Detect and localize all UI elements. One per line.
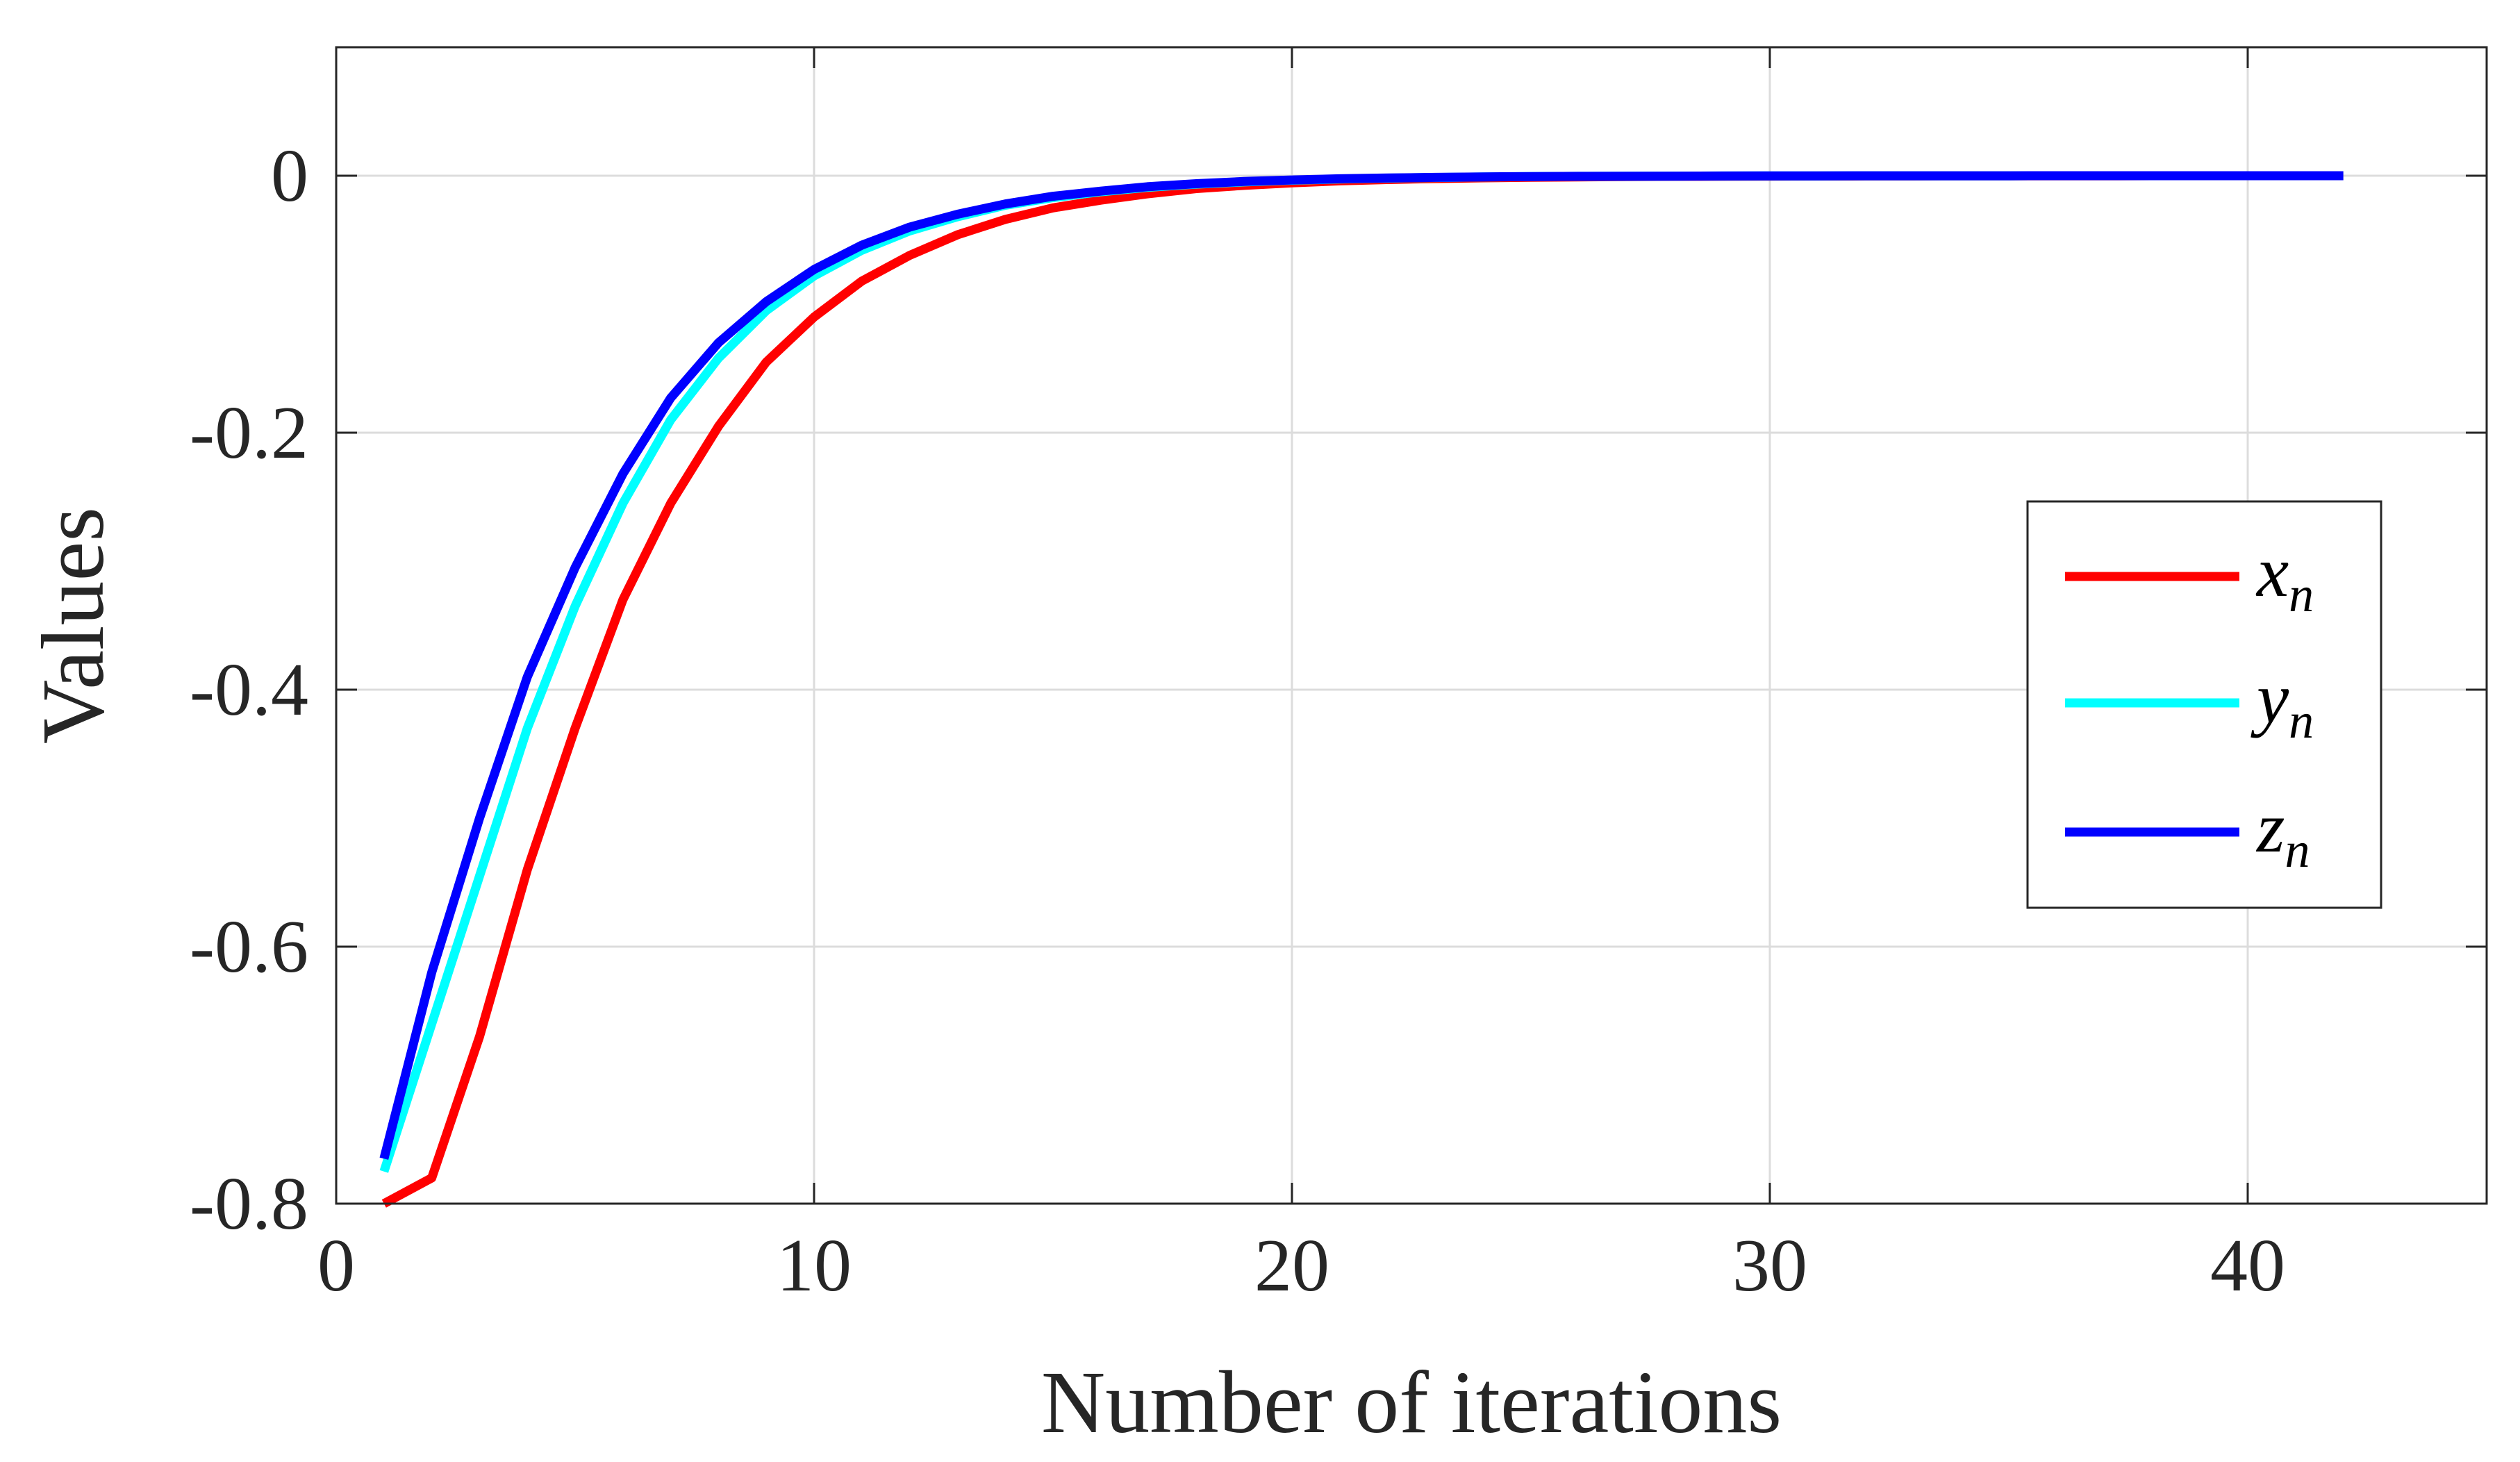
legend-label-zn: zn [2255,788,2310,878]
y-tick-labels: -0.8 -0.6 -0.4 -0.2 0 [190,135,308,1245]
series-line-zn [379,171,2344,1160]
y-tick-label: -0.2 [190,392,308,474]
series-lines [379,171,2344,1208]
legend: xn yn zn [2026,500,2382,909]
x-tick-label: 30 [1732,1224,1807,1307]
x-tick-labels: 0 10 20 30 40 [317,1224,2285,1307]
x-tick-label: 20 [1254,1224,1329,1307]
x-tick-label: 0 [317,1224,355,1307]
legend-label-xn: xn [2255,532,2314,622]
x-tick-label: 10 [777,1224,852,1307]
x-axis-label: Number of iterations [1041,1353,1782,1452]
y-tick-label: -0.6 [190,906,308,988]
legend-label-yn: yn [2250,658,2314,749]
x-tick-label: 40 [2210,1224,2285,1307]
y-tick-label: -0.8 [190,1163,308,1245]
y-axis-label: Values [24,507,122,744]
y-tick-label: -0.4 [190,649,308,731]
axes-box [335,46,2488,1205]
y-tick-label: 0 [271,135,308,217]
axis-ticks [335,47,2487,1205]
